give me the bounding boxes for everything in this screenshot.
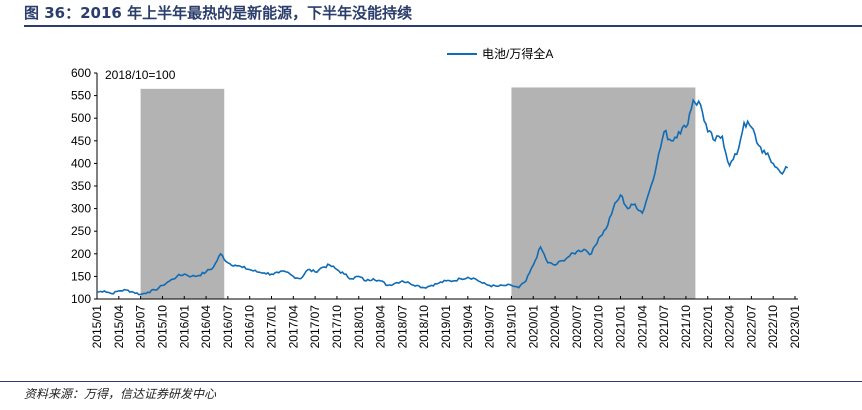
y-tick-label: 400 [71,156,91,170]
x-tick-label: 2019/10 [504,305,518,349]
x-tick-label: 2021/01 [614,305,628,349]
x-tick-label: 2020/01 [526,305,540,349]
line-chart: 100 150 200 250 300 350 400 450 500 550 600 2015/01… [71,46,802,349]
x-tick-label: 2022/01 [701,305,715,349]
x-tick-label: 2020/04 [548,305,562,349]
y-tick-label: 600 [71,66,91,80]
x-tick-label: 2015/07 [134,305,148,349]
x-tick-label: 2016/10 [243,305,257,349]
x-tick-label: 2019/04 [461,305,475,349]
y-tick-label: 500 [71,111,91,125]
x-tick-label: 2018/01 [352,305,366,349]
x-tick-label: 2017/07 [308,305,322,349]
y-tick-label: 300 [71,202,91,216]
y-tick-label: 250 [71,224,91,238]
y-tick-label: 200 [71,247,91,261]
x-tick-label: 2022/04 [723,305,737,349]
x-tick-label: 2016/07 [221,305,235,349]
footer-rule [0,381,862,382]
shaded-period [511,87,696,300]
x-tick-label: 2015/04 [112,305,126,349]
x-tick-label: 2016/01 [177,305,191,349]
source-note: 资料来源：万得，信达证券研发中心 [24,387,217,401]
y-tick-label: 150 [71,269,91,283]
x-tick-label: 2019/07 [483,305,497,349]
x-tick-label: 2022/07 [744,305,758,349]
x-tick-label: 2018/10 [417,305,431,349]
y-tick-label: 550 [71,89,91,103]
shaded-period [140,88,225,299]
x-tick-label: 2020/07 [570,305,584,349]
chart-annotation: 2018/10=100 [105,68,176,82]
x-tick-label: 2021/07 [657,305,671,349]
x-tick-label: 2020/10 [592,305,606,349]
series-line-battery [96,98,789,296]
x-tick-label: 2018/07 [395,305,409,349]
legend-label: 电池/万得全A [482,46,553,61]
x-tick-label: 2019/01 [439,305,453,349]
x-tick-label: 2021/10 [679,305,693,349]
x-tick-label: 2015/01 [90,305,104,349]
x-tick-label: 2017/01 [265,305,279,349]
figure-title: 图 36：2016 年上半年最热的是新能源，下半年没能持续 [24,4,413,22]
y-tick-label: 350 [71,179,91,193]
x-tick-label: 2017/10 [330,305,344,349]
y-tick-label: 100 [71,292,91,306]
x-tick-label: 2023/01 [788,305,802,349]
y-tick-label: 450 [71,134,91,148]
x-tick-label: 2021/04 [635,305,649,349]
title-rule [24,25,862,27]
x-tick-label: 2016/04 [199,305,213,349]
x-tick-label: 2015/10 [155,305,169,349]
x-tick-label: 2022/10 [766,305,780,349]
x-tick-label: 2018/04 [374,305,388,349]
x-tick-label: 2017/04 [286,305,300,349]
